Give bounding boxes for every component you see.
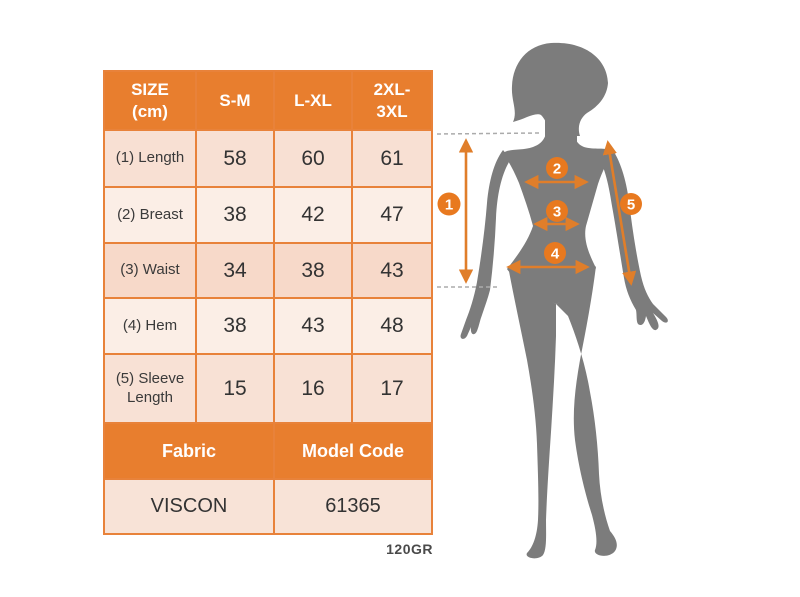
row-label-sleeve-length: (5) Sleeve Length — [105, 355, 195, 422]
marker-3: 3 — [546, 200, 568, 222]
cell-breast-sm: 38 — [197, 188, 273, 242]
shoulder-guide-line — [436, 132, 541, 135]
model-code-value: 61365 — [275, 480, 431, 533]
cell-hem-lxl: 43 — [275, 299, 351, 353]
silhouette-left-arm — [460, 150, 509, 339]
cell-length-sm: 58 — [197, 131, 273, 186]
cell-length-2xl: 61 — [353, 131, 431, 186]
size-table-header-lxl: L-XL — [275, 72, 351, 129]
cell-hem-2xl: 48 — [353, 299, 431, 353]
silhouette-right-leg — [556, 266, 617, 556]
cell-hem-sm: 38 — [197, 299, 273, 353]
cell-breast-2xl: 47 — [353, 188, 431, 242]
silhouette-left-leg — [508, 266, 556, 559]
cell-sleeve-2xl: 17 — [353, 355, 431, 422]
measurement-diagram: 1 2 3 4 5 — [436, 42, 668, 559]
size-table-header-2xl3xl: 2XL-3XL — [353, 72, 431, 129]
marker-number: 3 — [553, 204, 561, 221]
row-label-hem: (4) Hem — [105, 299, 195, 353]
col-header-label: S-M — [219, 90, 251, 110]
size-table-header-size: SIZE (cm) — [105, 72, 195, 129]
cell-sleeve-lxl: 16 — [275, 355, 351, 422]
marker-2: 2 — [546, 157, 568, 179]
marker-circle — [546, 157, 568, 179]
model-code-header: Model Code — [275, 424, 431, 478]
marker-4: 4 — [544, 242, 566, 264]
fabric-header: Fabric — [105, 424, 273, 478]
female-body-silhouette — [460, 42, 668, 559]
size-table-header-sm: S-M — [197, 72, 273, 129]
row-label-breast: (2) Breast — [105, 188, 195, 242]
cell-waist-sm: 34 — [197, 244, 273, 297]
marker-number: 1 — [445, 197, 453, 214]
marker-number: 2 — [553, 161, 561, 178]
fabric-value: VISCON — [105, 480, 273, 533]
marker-number: 5 — [627, 197, 635, 214]
silhouette-head — [511, 42, 608, 136]
col-header-label: L-XL — [294, 90, 332, 110]
marker-circle — [546, 200, 568, 222]
cell-waist-lxl: 38 — [275, 244, 351, 297]
col-header-label: 2XL-3XL — [373, 80, 411, 121]
marker-1: 1 — [437, 192, 461, 216]
row-label-waist: (3) Waist — [105, 244, 195, 297]
size-header-label: SIZE (cm) — [131, 80, 169, 121]
marker-number: 4 — [551, 246, 560, 263]
marker-5: 5 — [620, 193, 642, 215]
marker-circle — [437, 192, 461, 216]
cell-breast-lxl: 42 — [275, 188, 351, 242]
row-label-length: (1) Length — [105, 131, 195, 186]
size-table: SIZE (cm) S-M L-XL 2XL-3XL (1) Length 58… — [103, 70, 433, 535]
silhouette-right-arm — [598, 149, 668, 331]
cell-sleeve-sm: 15 — [197, 355, 273, 422]
marker-circle — [620, 193, 642, 215]
cell-length-lxl: 60 — [275, 131, 351, 186]
fabric-weight-note: 120GR — [386, 541, 433, 557]
marker-circle — [544, 242, 566, 264]
sleeve-arrow — [602, 140, 637, 286]
cell-waist-2xl: 43 — [353, 244, 431, 297]
